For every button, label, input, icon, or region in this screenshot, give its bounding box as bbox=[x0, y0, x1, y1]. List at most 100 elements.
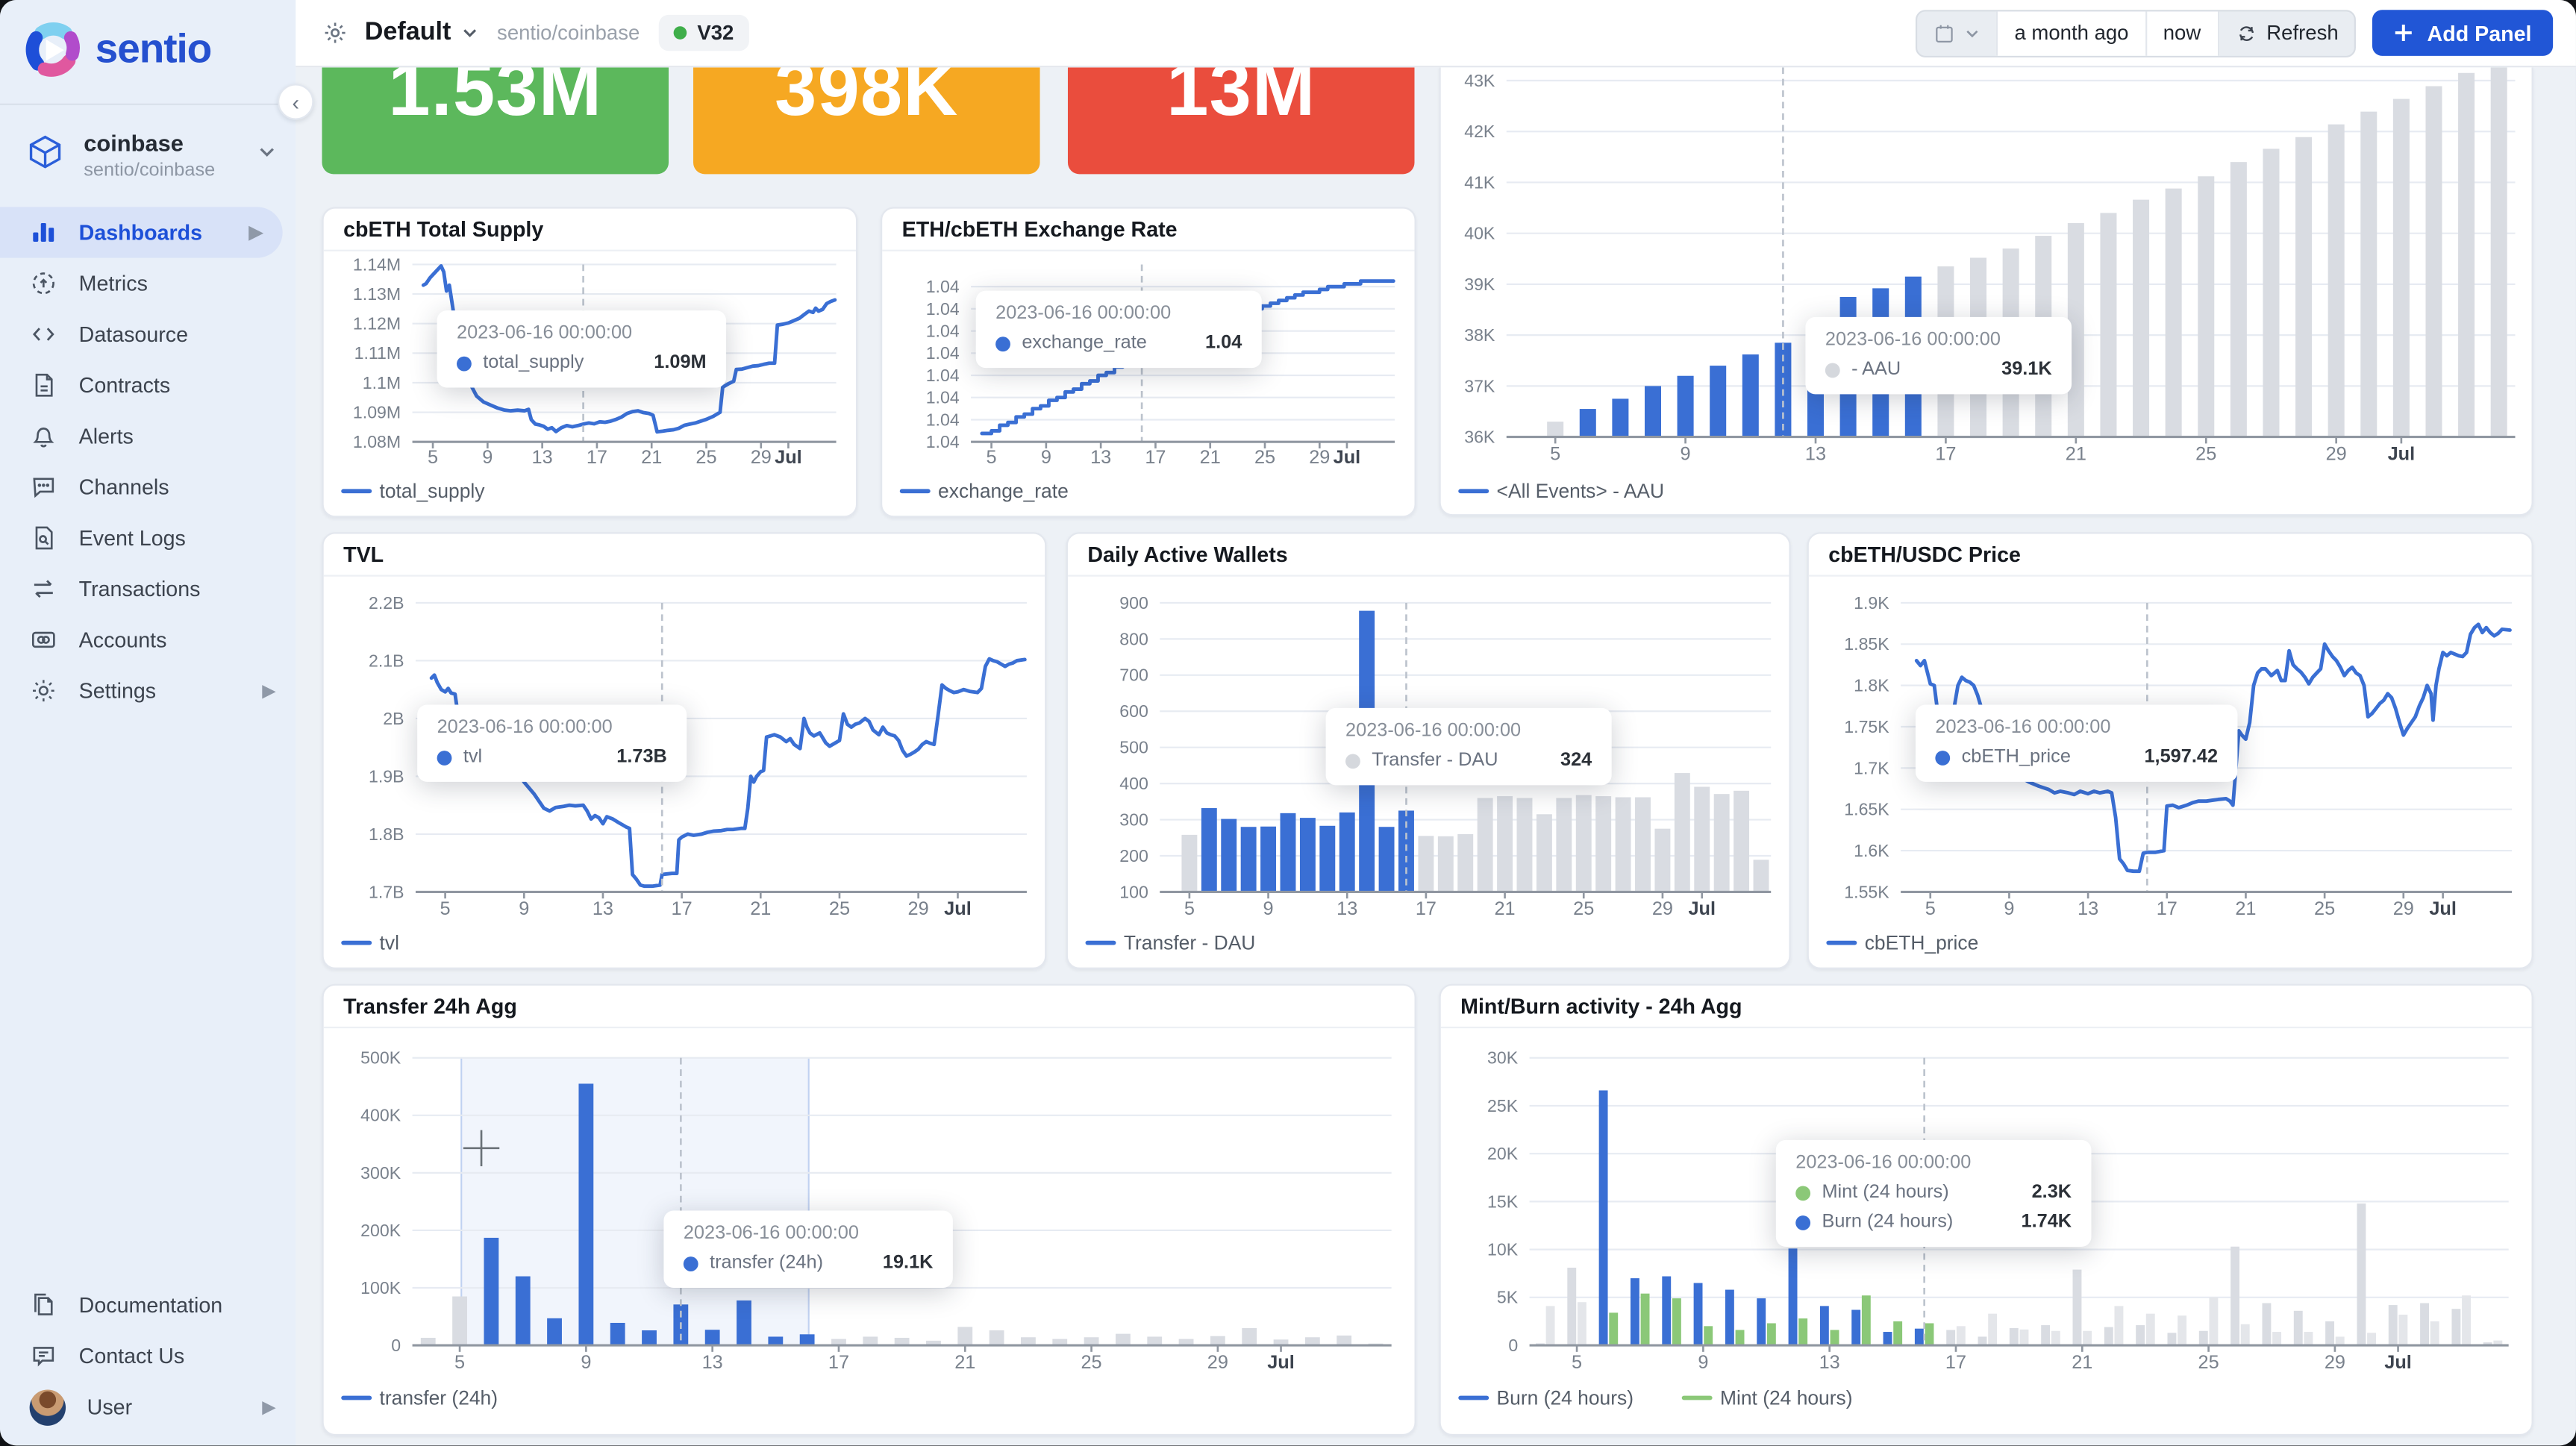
svg-text:2.1B: 2.1B bbox=[369, 651, 404, 670]
sidebar-item-settings[interactable]: Settings ▶ bbox=[0, 666, 296, 716]
svg-text:15K: 15K bbox=[1487, 1192, 1519, 1211]
dashboards-icon bbox=[30, 219, 57, 246]
tvl-tooltip: 2023-06-16 00:00:00 tvl 1.73B bbox=[417, 704, 687, 782]
svg-text:0: 0 bbox=[1508, 1336, 1518, 1355]
tooltip-series-label: tvl bbox=[463, 747, 483, 768]
svg-text:1.6K: 1.6K bbox=[1854, 841, 1889, 860]
svg-text:21: 21 bbox=[2235, 898, 2256, 919]
svg-text:5: 5 bbox=[454, 1352, 465, 1373]
svg-text:5K: 5K bbox=[1497, 1288, 1519, 1307]
sidebar-collapse-button[interactable]: ‹ bbox=[278, 84, 314, 120]
add-panel-button[interactable]: Add Panel bbox=[2372, 10, 2554, 56]
svg-text:25: 25 bbox=[1081, 1352, 1102, 1373]
svg-text:Jul: Jul bbox=[1267, 1352, 1295, 1373]
svg-text:41K: 41K bbox=[1464, 172, 1495, 192]
svg-text:25: 25 bbox=[2195, 443, 2216, 464]
svg-text:13: 13 bbox=[593, 898, 613, 919]
svg-text:500: 500 bbox=[1119, 738, 1148, 757]
sidebar-item-dashboards[interactable]: Dashboards ▶ bbox=[0, 207, 283, 258]
refresh-button[interactable]: Refresh bbox=[2219, 10, 2354, 54]
sidebar-item-accounts[interactable]: Accounts bbox=[0, 614, 296, 665]
calendar-picker-button[interactable] bbox=[1918, 10, 1997, 54]
sidebar-item-datasource[interactable]: Datasource bbox=[0, 309, 296, 360]
project-switcher[interactable]: coinbase sentio/coinbase bbox=[0, 105, 296, 201]
tooltip-date: 2023-06-16 00:00:00 bbox=[1345, 721, 1522, 741]
tooltip-date: 2023-06-16 00:00:00 bbox=[1795, 1153, 1972, 1173]
sidebar-item-metrics[interactable]: Metrics bbox=[0, 258, 296, 309]
avatar bbox=[29, 1389, 66, 1425]
svg-text:Transfer - DAU: Transfer - DAU bbox=[1124, 931, 1256, 954]
sidebar-item-channels[interactable]: Channels bbox=[0, 462, 296, 513]
dashboard-title[interactable]: Default bbox=[364, 18, 451, 46]
svg-text:17: 17 bbox=[587, 447, 607, 468]
version-badge[interactable]: V32 bbox=[659, 14, 749, 51]
supply-chart[interactable]: 1.14M 1.13M 1.12M 1.11M 1.1M 1.09M 1.08M 5 9 13 17… bbox=[324, 209, 856, 516]
range-start-button[interactable]: a month ago bbox=[1996, 10, 2147, 55]
svg-text:1.75K: 1.75K bbox=[1844, 717, 1889, 736]
panel-mintburn: Mint/Burn activity - 24h Agg 30K 25K 20K 15K… bbox=[1439, 983, 2533, 1436]
svg-text:1.65K: 1.65K bbox=[1844, 800, 1889, 819]
stat-card-orange[interactable]: 398K bbox=[693, 67, 1040, 175]
svg-text:<All Events> - AAU: <All Events> - AAU bbox=[1497, 480, 1665, 502]
tooltip-series-value: 2.3K bbox=[2031, 1183, 2072, 1203]
svg-text:1.04: 1.04 bbox=[926, 410, 960, 429]
sidebar-item-alerts[interactable]: Alerts bbox=[0, 410, 296, 461]
panel-daw: Daily Active Wallets 900 800 700 600 500 400 30… bbox=[1066, 532, 1791, 969]
stat-card-green[interactable]: 1.53M bbox=[322, 67, 669, 175]
sidebar-item-contracts[interactable]: Contracts bbox=[0, 360, 296, 410]
svg-text:5: 5 bbox=[1572, 1352, 1582, 1373]
svg-text:Jul: Jul bbox=[2388, 443, 2416, 464]
range-end-button[interactable]: now bbox=[2146, 10, 2219, 55]
aau-chart[interactable]: 43K 42K 41K 40K 39K 38K 37K 36K 5 9 13 17 21 25 29 Jul <… bbox=[1441, 67, 2532, 514]
tooltip-series-value: 19.1K bbox=[882, 1253, 934, 1274]
svg-text:21: 21 bbox=[954, 1352, 975, 1373]
tooltip-series-label: Burn (24 hours) bbox=[1822, 1212, 1954, 1233]
tooltip-row: - AAU 39.1K bbox=[1825, 360, 2052, 380]
svg-text:1.11M: 1.11M bbox=[354, 343, 401, 363]
tooltip-series-value: 324 bbox=[1560, 751, 1592, 771]
svg-text:13: 13 bbox=[1805, 443, 1826, 464]
svg-text:1.9K: 1.9K bbox=[1854, 593, 1889, 613]
sidebar-item-event-logs[interactable]: Event Logs bbox=[0, 513, 296, 563]
svg-text:37K: 37K bbox=[1464, 376, 1495, 395]
daw-chart[interactable]: 900 800 700 600 500 400 300 200 100 5 9 13 17 21 25 29 J… bbox=[1068, 533, 1789, 967]
sidebar-footer-user[interactable]: User ▶ bbox=[0, 1381, 296, 1432]
sidebar-footer-documentation[interactable]: Documentation bbox=[0, 1280, 296, 1330]
svg-text:29: 29 bbox=[2393, 898, 2414, 919]
stat-card-red[interactable]: 13M bbox=[1067, 67, 1415, 175]
tooltip-series-dot bbox=[1935, 749, 1951, 765]
exchange-chart[interactable]: 1.04 1.04 1.04 1.04 1.04 1.04 1.04 1.04 5 9 13 17 21… bbox=[882, 209, 1414, 516]
cube-icon bbox=[29, 135, 61, 169]
sidebar-footer-contact-us[interactable]: Contact Us bbox=[0, 1330, 296, 1381]
tooltip-series-dot bbox=[437, 749, 452, 765]
svg-text:5: 5 bbox=[428, 447, 438, 468]
svg-text:21: 21 bbox=[750, 898, 771, 919]
tooltip-series-value: 1.73B bbox=[616, 747, 667, 768]
svg-text:Mint (24 hours): Mint (24 hours) bbox=[1720, 1386, 1853, 1409]
mintburn-chart[interactable]: 30K 25K 20K 15K 10K 5K 0 5 9 13 17 21 25 29 Jul Burn (2… bbox=[1441, 986, 2532, 1434]
price-tooltip: 2023-06-16 00:00:00 cbETH_price 1,597.42 bbox=[1915, 704, 2238, 782]
svg-text:1.1M: 1.1M bbox=[363, 373, 401, 392]
chevron-down-icon[interactable] bbox=[461, 25, 478, 41]
time-range-control: a month ago now Refresh bbox=[1916, 9, 2357, 57]
tooltip-series-value: 1.09M bbox=[654, 353, 707, 373]
tooltip-series-value: 1.74K bbox=[2021, 1212, 2072, 1233]
sidebar-item-label: Transactions bbox=[78, 576, 201, 601]
tooltip-series-dot bbox=[1795, 1215, 1811, 1230]
panel-title: Transfer 24h Agg bbox=[323, 986, 1415, 1029]
logo[interactable]: sentio bbox=[0, 0, 296, 93]
sidebar-footer-label: Contact Us bbox=[78, 1343, 185, 1368]
svg-text:30K: 30K bbox=[1487, 1048, 1519, 1068]
gear-icon[interactable] bbox=[322, 19, 348, 46]
svg-text:29: 29 bbox=[908, 898, 929, 919]
svg-text:9: 9 bbox=[581, 1352, 591, 1373]
chevron-right-icon: ▶ bbox=[262, 1398, 276, 1418]
panel-aau: 43K 42K 41K 40K 39K 38K 37K 36K 5 9 13 17 21 25 29 Jul <… bbox=[1439, 67, 2533, 516]
sidebar-item-transactions[interactable]: Transactions bbox=[0, 563, 296, 614]
svg-text:1.09M: 1.09M bbox=[353, 403, 401, 422]
svg-text:21: 21 bbox=[1200, 447, 1221, 468]
svg-text:9: 9 bbox=[1041, 447, 1051, 468]
svg-text:40K: 40K bbox=[1464, 224, 1495, 243]
transfer-chart[interactable]: 500K 400K 300K 200K 100K 0 5 9 13 17 21 25 29 Jul tran… bbox=[324, 986, 1415, 1434]
svg-text:21: 21 bbox=[2066, 443, 2086, 464]
